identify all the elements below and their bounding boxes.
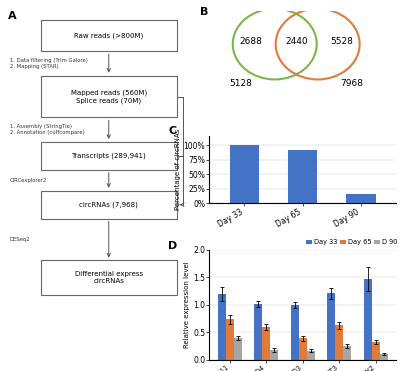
Bar: [230, 145, 259, 203]
Text: circRNAs (7,968): circRNAs (7,968): [79, 201, 138, 208]
Text: C: C: [168, 127, 176, 137]
Text: CIRCexplorer2: CIRCexplorer2: [10, 178, 47, 183]
Text: 5528: 5528: [330, 37, 353, 46]
Bar: [262, 327, 270, 360]
Text: Mapped reads (560M)
Splice reads (70M): Mapped reads (560M) Splice reads (70M): [71, 89, 147, 104]
FancyBboxPatch shape: [41, 260, 177, 295]
Text: 5128: 5128: [230, 79, 253, 88]
Legend: Day 33, Day 65, D 90: Day 33, Day 65, D 90: [303, 237, 400, 248]
Bar: [254, 304, 262, 360]
Bar: [291, 305, 299, 360]
Text: 7968: 7968: [340, 79, 363, 88]
Bar: [327, 293, 335, 360]
Text: 2688: 2688: [239, 37, 262, 46]
Text: B: B: [200, 7, 208, 17]
Bar: [270, 350, 278, 360]
Bar: [335, 325, 343, 360]
Y-axis label: Percentage of circRNAs: Percentage of circRNAs: [175, 129, 181, 210]
Y-axis label: Relative expression level: Relative expression level: [184, 262, 190, 348]
Bar: [226, 319, 234, 360]
Bar: [346, 194, 376, 203]
Bar: [288, 150, 317, 203]
Text: Raw reads (>800M): Raw reads (>800M): [74, 32, 143, 39]
Bar: [307, 351, 315, 360]
FancyBboxPatch shape: [41, 20, 177, 51]
Text: DESeq2: DESeq2: [10, 237, 30, 242]
Text: A: A: [8, 11, 17, 21]
Bar: [364, 279, 372, 360]
Bar: [218, 294, 226, 360]
Text: 1. Assembly (StringTie)
2. Annotation (cuffcompare): 1. Assembly (StringTie) 2. Annotation (c…: [10, 124, 85, 135]
Bar: [299, 338, 307, 360]
FancyBboxPatch shape: [41, 142, 177, 170]
Text: 2440: 2440: [285, 37, 308, 46]
Bar: [372, 342, 380, 360]
Bar: [380, 354, 388, 360]
Bar: [234, 338, 242, 360]
FancyBboxPatch shape: [41, 76, 177, 118]
Text: Differential express
circRNAs: Differential express circRNAs: [75, 272, 143, 285]
Bar: [343, 346, 351, 360]
FancyBboxPatch shape: [41, 191, 177, 219]
Text: Transcripts (289,941): Transcripts (289,941): [71, 152, 146, 159]
Text: D: D: [168, 241, 178, 251]
Text: 1. Data filtering (Trim Galore)
2. Mapping (STAR): 1. Data filtering (Trim Galore) 2. Mappi…: [10, 58, 88, 69]
